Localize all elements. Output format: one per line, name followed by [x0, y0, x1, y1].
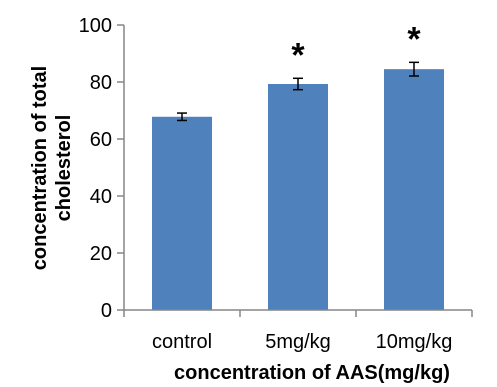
bar [384, 69, 444, 310]
y-axis-title: concentration of total cholesterol [29, 66, 75, 270]
y-tick-label: 20 [90, 243, 112, 265]
x-tick-label: control [152, 331, 212, 353]
x-axis-title: concentration of AAS(mg/kg) [174, 362, 450, 384]
y-axis-title-line-1: concentration of total [29, 66, 51, 270]
significance-marker: * [291, 36, 305, 74]
y-tick-label: 60 [90, 129, 112, 151]
x-tick-label: 5mg/kg [265, 331, 331, 353]
significance-marker: * [407, 20, 421, 58]
bar [152, 116, 212, 311]
bar [268, 83, 328, 311]
y-tick-label: 40 [90, 186, 112, 208]
y-tick-label: 100 [79, 15, 112, 37]
bars-layer: * * [152, 20, 444, 311]
y-axis-title-line-2: cholesterol [53, 115, 75, 222]
y-tick-label: 0 [101, 300, 112, 322]
x-tick-label: 10mg/kg [376, 331, 453, 353]
y-tick-label: 80 [90, 72, 112, 94]
axes-layer: 0 20 40 60 80 100 control 5mg/kg 10mg/kg [79, 15, 473, 353]
